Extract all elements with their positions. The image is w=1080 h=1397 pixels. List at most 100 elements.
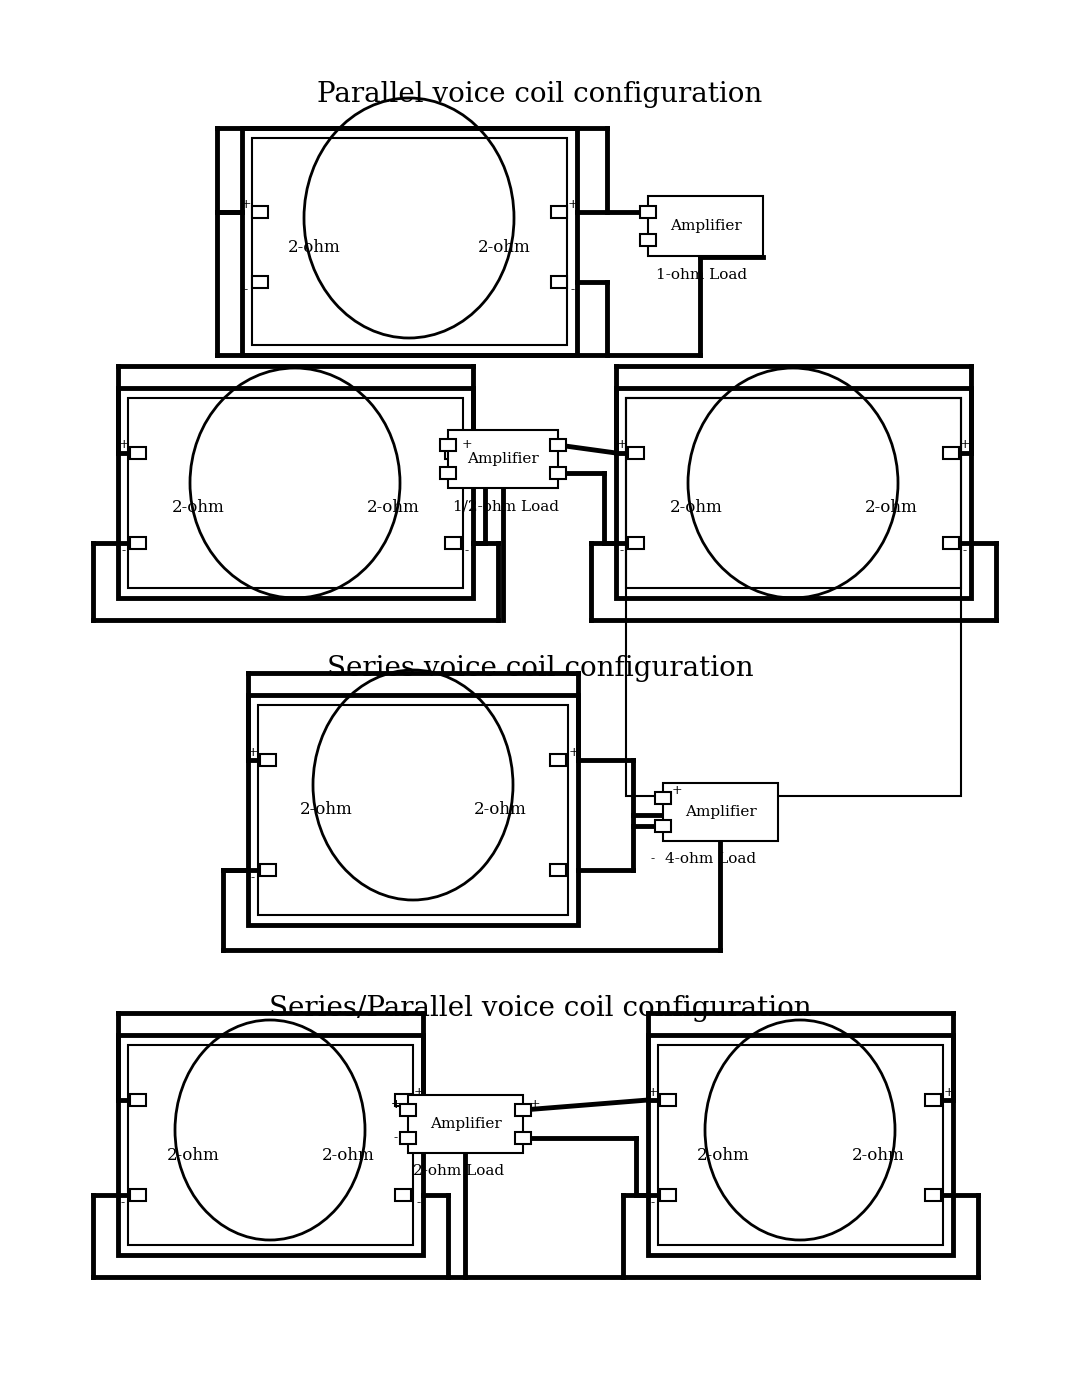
Bar <box>654 820 671 833</box>
Text: 2-ohm: 2-ohm <box>287 239 340 257</box>
Bar <box>395 1189 411 1201</box>
Text: Amplifier: Amplifier <box>430 1118 501 1132</box>
Bar <box>626 398 961 588</box>
Text: Series/Parallel voice coil configuration: Series/Parallel voice coil configuration <box>269 995 811 1021</box>
Text: 2-ohm: 2-ohm <box>172 500 225 517</box>
Bar <box>130 447 146 460</box>
Bar <box>551 205 567 218</box>
Bar <box>118 1035 423 1255</box>
Bar <box>943 447 959 460</box>
Text: 2-ohm: 2-ohm <box>852 1147 904 1164</box>
Bar <box>627 536 644 549</box>
Text: +: + <box>391 1098 402 1112</box>
Bar <box>551 277 567 288</box>
Text: 1/2-ohm Load: 1/2-ohm Load <box>453 499 559 513</box>
Bar <box>640 235 656 246</box>
Text: 2-ohm: 2-ohm <box>366 500 419 517</box>
Text: -: - <box>620 545 624 557</box>
Text: -: - <box>251 872 255 884</box>
Text: 2-ohm: 2-ohm <box>670 500 723 517</box>
Bar <box>640 205 656 218</box>
Text: +: + <box>944 1085 955 1098</box>
Text: 2-ohm: 2-ohm <box>299 802 352 819</box>
Text: 2-ohm: 2-ohm <box>697 1147 750 1164</box>
Bar <box>252 277 268 288</box>
Text: -: - <box>417 1196 421 1210</box>
Text: Amplifier: Amplifier <box>468 453 539 467</box>
Bar <box>616 388 971 598</box>
Bar <box>550 863 566 876</box>
Text: +: + <box>391 1098 402 1112</box>
Bar <box>260 754 276 766</box>
Bar <box>408 1095 523 1153</box>
Bar <box>658 1045 943 1245</box>
Text: +: + <box>529 1098 540 1112</box>
Bar <box>400 1104 416 1116</box>
Text: +: + <box>414 1085 424 1098</box>
Text: +: + <box>247 746 258 759</box>
Text: -: - <box>244 284 248 296</box>
Bar <box>660 1094 676 1106</box>
Bar <box>550 467 566 479</box>
Text: -: - <box>651 852 656 866</box>
Text: +: + <box>569 746 579 759</box>
Bar <box>550 754 566 766</box>
Text: 2-ohm: 2-ohm <box>865 500 917 517</box>
Text: 4-ohm Load: 4-ohm Load <box>665 852 756 866</box>
Text: Amplifier: Amplifier <box>670 219 741 233</box>
Bar <box>252 205 268 218</box>
Bar <box>118 388 473 598</box>
Text: +: + <box>568 197 578 211</box>
Text: -: - <box>464 545 469 557</box>
Bar <box>550 439 566 451</box>
Text: Amplifier: Amplifier <box>685 805 756 819</box>
Bar <box>395 1094 411 1106</box>
Bar <box>515 1132 531 1144</box>
Bar <box>258 705 568 915</box>
Bar <box>648 1035 953 1255</box>
Text: +: + <box>461 439 472 451</box>
Bar <box>943 536 959 549</box>
Text: -: - <box>121 1196 125 1210</box>
Bar <box>400 1132 416 1144</box>
Bar <box>130 536 146 549</box>
Bar <box>627 447 644 460</box>
Bar <box>248 694 578 925</box>
Bar <box>130 1094 146 1106</box>
Text: 2-ohm: 2-ohm <box>477 239 530 257</box>
Bar <box>252 138 567 345</box>
Bar <box>242 129 577 355</box>
Bar <box>130 1189 146 1201</box>
Text: +: + <box>241 197 252 211</box>
Bar <box>663 782 778 841</box>
Text: +: + <box>960 439 970 451</box>
Bar <box>660 1189 676 1201</box>
Bar <box>445 447 461 460</box>
Bar <box>924 1094 941 1106</box>
Text: 2-ohm: 2-ohm <box>474 802 526 819</box>
Bar <box>129 1045 413 1245</box>
Text: Parallel voice coil configuration: Parallel voice coil configuration <box>318 81 762 109</box>
Bar <box>440 467 456 479</box>
Text: 2-ohm: 2-ohm <box>322 1147 375 1164</box>
Text: -: - <box>571 284 575 296</box>
Text: -: - <box>122 545 126 557</box>
Text: +: + <box>617 439 627 451</box>
Text: -: - <box>651 1196 656 1210</box>
Bar <box>260 863 276 876</box>
Bar <box>445 536 461 549</box>
Bar <box>648 196 762 256</box>
Text: Series voice coil configuration: Series voice coil configuration <box>326 655 754 682</box>
Bar <box>515 1104 531 1116</box>
Text: -: - <box>963 545 967 557</box>
Bar <box>448 430 558 488</box>
Bar <box>924 1189 941 1201</box>
Text: +: + <box>119 439 130 451</box>
Bar <box>626 398 961 796</box>
Text: +: + <box>672 785 683 798</box>
Bar <box>440 439 456 451</box>
Bar <box>654 792 671 805</box>
Text: 2-ohm: 2-ohm <box>166 1147 219 1164</box>
Text: 2-ohm Load: 2-ohm Load <box>413 1164 504 1178</box>
Text: 1-ohm Load: 1-ohm Load <box>656 268 747 282</box>
